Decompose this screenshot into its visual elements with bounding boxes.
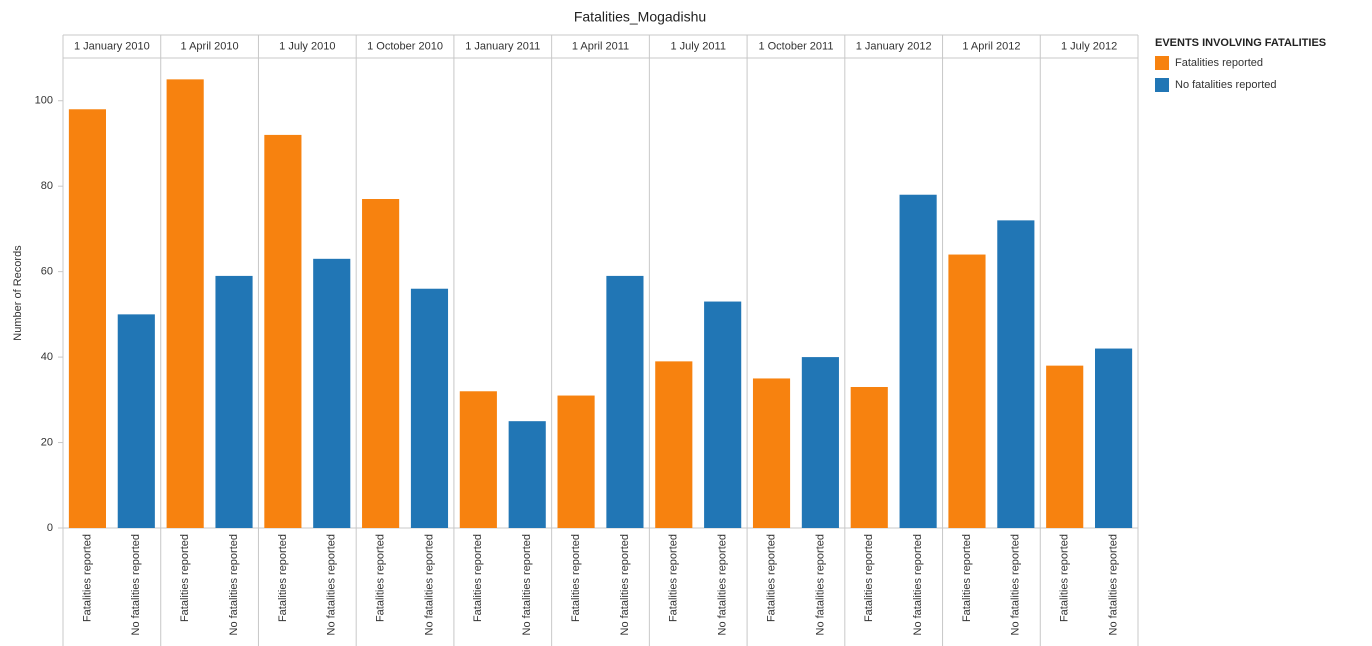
x-tick-label: No fatalities reported [1107,534,1119,636]
y-axis-label: Number of Records [12,245,24,341]
bar [850,387,888,528]
panel-header: 1 July 2011 [671,40,726,52]
bar [68,109,106,528]
x-tick-label: No fatalities reported [228,534,240,636]
bar [166,79,204,528]
bar [508,421,546,528]
y-tick-label: 80 [41,180,53,192]
x-tick-label: No fatalities reported [619,534,631,636]
x-tick-label: No fatalities reported [912,534,924,636]
x-tick-label: Fatalities reported [81,534,93,622]
bar [362,199,400,528]
bar [997,220,1035,528]
x-tick-label: Fatalities reported [765,534,777,622]
bar [1095,348,1133,528]
x-tick-label: Fatalities reported [961,534,973,622]
y-tick-label: 40 [41,351,53,363]
legend-title: EVENTS INVOLVING FATALITIES [1155,37,1326,49]
x-tick-label: No fatalities reported [521,534,533,636]
bar [459,391,497,528]
panel-header: 1 January 2010 [74,40,150,52]
bar [606,275,644,528]
x-tick-label: No fatalities reported [423,534,435,636]
bar [557,395,595,528]
panel-header: 1 January 2012 [856,40,932,52]
bar [655,361,693,528]
panel-header: 1 October 2011 [758,40,833,52]
panel-header: 1 October 2010 [367,40,443,52]
bar [117,314,155,528]
bar [313,258,351,528]
x-tick-label: No fatalities reported [717,534,729,636]
x-tick-label: No fatalities reported [130,534,142,636]
bar [704,301,742,528]
bar [752,378,791,528]
x-tick-label: Fatalities reported [1059,534,1071,622]
chart-title: Fatalities_Mogadishu [574,9,706,25]
bar [215,275,253,528]
x-tick-label: Fatalities reported [277,534,289,622]
y-tick-label: 20 [41,436,53,448]
y-tick-label: 0 [47,522,53,534]
bar [948,254,986,528]
legend-swatch [1155,56,1169,70]
x-tick-label: No fatalities reported [1010,534,1022,636]
panel-header: 1 April 2010 [181,40,239,52]
x-tick-label: Fatalities reported [179,534,191,622]
x-tick-label: No fatalities reported [326,534,338,636]
panel-header: 1 April 2011 [572,40,629,52]
bar [899,194,937,528]
legend-swatch [1155,78,1169,92]
x-tick-label: Fatalities reported [668,534,680,622]
bar [1046,365,1084,528]
panel-header: 1 July 2012 [1061,40,1117,52]
panel-header: 1 April 2012 [962,40,1020,52]
panel-header: 1 July 2010 [279,40,335,52]
bar [801,357,839,528]
x-tick-label: Fatalities reported [472,534,484,622]
bar [264,134,302,528]
legend-label: No fatalities reported [1175,79,1277,91]
bar [410,288,449,528]
panel-header: 1 January 2011 [465,40,540,52]
x-tick-label: Fatalities reported [570,534,582,622]
legend-label: Fatalities reported [1175,57,1263,69]
y-tick-label: 60 [41,266,53,278]
y-tick-label: 100 [35,95,53,107]
x-tick-label: Fatalities reported [375,534,387,622]
x-tick-label: Fatalities reported [863,534,875,622]
x-tick-label: No fatalities reported [814,534,826,636]
